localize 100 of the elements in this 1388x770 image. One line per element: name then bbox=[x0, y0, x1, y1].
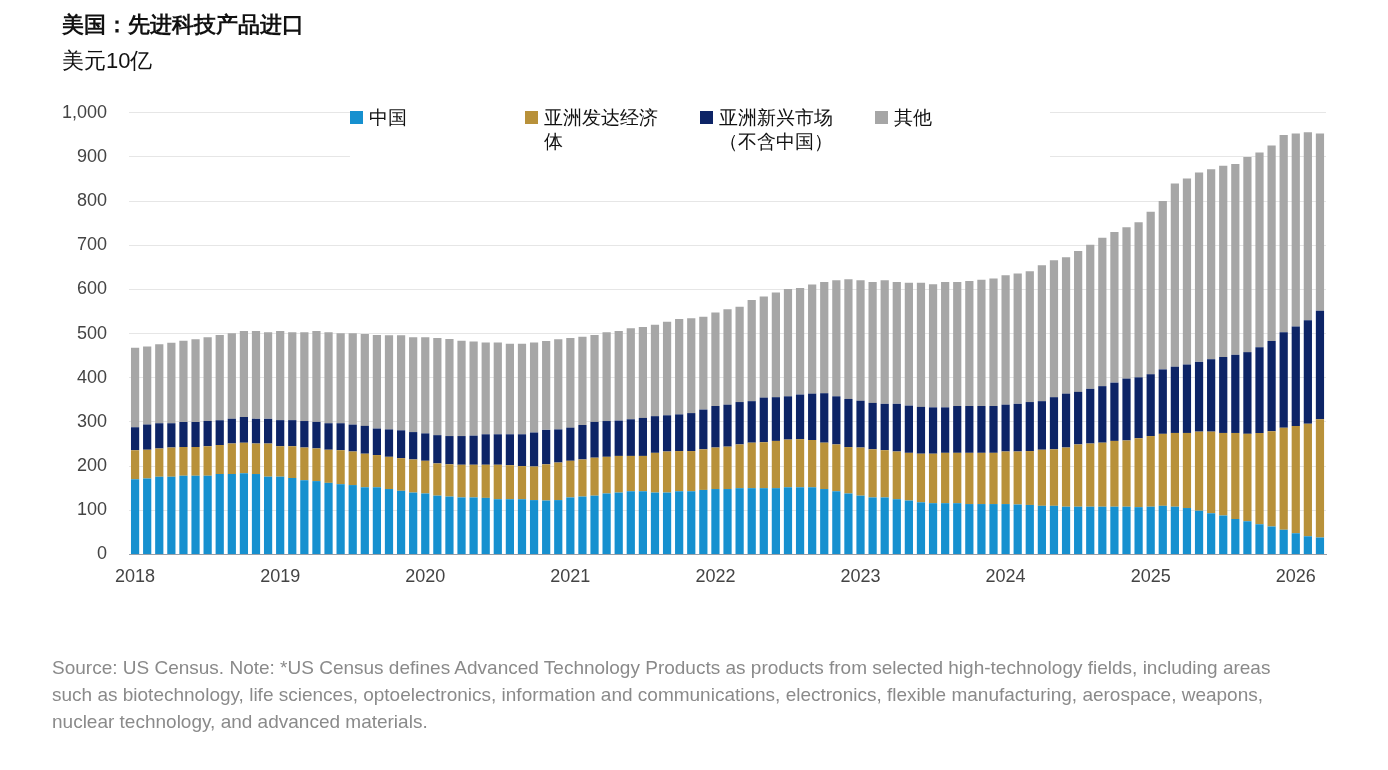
bar bbox=[348, 424, 357, 452]
y-tick-label: 900 bbox=[77, 145, 108, 166]
bar bbox=[578, 496, 587, 554]
bar bbox=[699, 449, 708, 490]
bar bbox=[1170, 183, 1179, 367]
bar bbox=[505, 343, 514, 435]
bar bbox=[1279, 332, 1288, 428]
bar bbox=[1146, 374, 1155, 437]
bar bbox=[675, 491, 684, 554]
bar bbox=[529, 500, 539, 554]
bar bbox=[1122, 506, 1131, 554]
bar bbox=[602, 456, 611, 494]
bar bbox=[384, 335, 394, 430]
bar bbox=[143, 478, 152, 554]
bar bbox=[614, 330, 623, 421]
bar bbox=[191, 475, 200, 554]
bar bbox=[1049, 260, 1059, 398]
bar bbox=[953, 503, 962, 554]
bar bbox=[445, 436, 454, 465]
bar bbox=[650, 452, 660, 493]
bar bbox=[372, 455, 382, 488]
bar bbox=[892, 451, 901, 500]
bar bbox=[493, 499, 502, 554]
bar bbox=[747, 442, 756, 489]
bar bbox=[904, 405, 913, 453]
bar bbox=[1122, 440, 1131, 507]
bar bbox=[590, 334, 599, 422]
bar bbox=[759, 488, 768, 554]
bar bbox=[1303, 320, 1312, 424]
bar bbox=[1001, 404, 1010, 452]
y-tick-label: 600 bbox=[77, 278, 108, 299]
bar bbox=[747, 488, 756, 554]
bar bbox=[687, 491, 696, 554]
bar bbox=[1194, 172, 1204, 362]
bar bbox=[965, 281, 974, 407]
bar bbox=[130, 450, 140, 480]
bar bbox=[457, 497, 466, 554]
bar bbox=[783, 396, 793, 440]
bar bbox=[844, 279, 853, 399]
bar bbox=[1194, 510, 1204, 554]
bar bbox=[324, 332, 333, 424]
bar bbox=[215, 334, 224, 421]
bar bbox=[808, 393, 817, 441]
bar bbox=[1074, 391, 1083, 445]
bar bbox=[396, 430, 406, 459]
bar bbox=[735, 444, 744, 489]
bar bbox=[469, 464, 478, 498]
bar bbox=[1279, 134, 1288, 333]
y-tick-label: 200 bbox=[77, 455, 108, 476]
bar bbox=[529, 466, 539, 501]
bar bbox=[191, 339, 200, 422]
bar bbox=[263, 418, 273, 444]
bar bbox=[1182, 508, 1192, 554]
bar bbox=[1207, 169, 1216, 360]
bar bbox=[203, 337, 212, 422]
bar bbox=[723, 446, 732, 490]
bar bbox=[759, 296, 768, 398]
bar bbox=[662, 321, 672, 416]
bar bbox=[941, 281, 950, 408]
bar bbox=[856, 400, 865, 448]
bar bbox=[578, 336, 587, 426]
bar bbox=[832, 491, 841, 554]
bar bbox=[203, 475, 212, 554]
bar bbox=[1001, 275, 1010, 405]
bar bbox=[675, 414, 684, 452]
bar bbox=[1315, 133, 1325, 311]
bar bbox=[409, 337, 418, 433]
bar bbox=[1231, 354, 1240, 433]
x-tick-label: 2020 bbox=[405, 566, 446, 587]
bar bbox=[1303, 132, 1312, 321]
bar bbox=[324, 449, 333, 483]
bar bbox=[457, 464, 466, 498]
bar bbox=[783, 439, 793, 488]
bar bbox=[880, 280, 889, 404]
bar bbox=[312, 330, 321, 422]
bar bbox=[638, 455, 647, 492]
bar bbox=[1013, 504, 1022, 554]
bar bbox=[433, 463, 442, 496]
bar bbox=[965, 504, 974, 554]
bar bbox=[771, 397, 780, 441]
bar bbox=[1267, 145, 1276, 342]
bar bbox=[1086, 244, 1095, 389]
bar bbox=[759, 442, 768, 489]
bar bbox=[457, 436, 466, 465]
bar bbox=[808, 284, 817, 394]
y-tick-label: 500 bbox=[77, 322, 108, 343]
bar bbox=[650, 324, 660, 417]
bar bbox=[554, 429, 563, 463]
bar bbox=[155, 476, 164, 554]
bar bbox=[481, 497, 490, 554]
bar bbox=[1025, 402, 1034, 452]
bar bbox=[1110, 382, 1119, 441]
bar bbox=[130, 347, 140, 428]
bar bbox=[868, 497, 877, 554]
bar bbox=[167, 342, 176, 424]
bar bbox=[276, 330, 285, 421]
bar bbox=[699, 489, 708, 554]
bar bbox=[723, 309, 732, 405]
bar bbox=[880, 403, 889, 451]
bar bbox=[662, 415, 672, 452]
